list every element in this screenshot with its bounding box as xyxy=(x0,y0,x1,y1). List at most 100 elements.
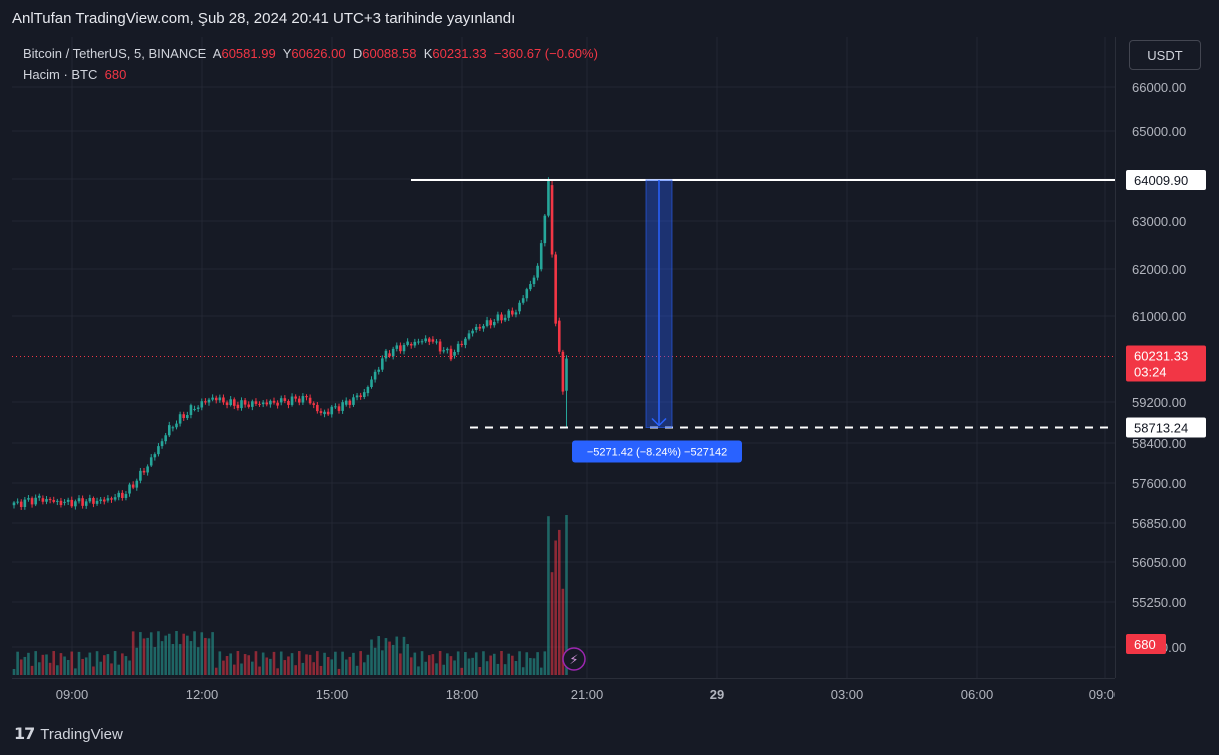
candle-body-151 xyxy=(557,320,561,352)
price-axis[interactable]: 66000.00 65000.00 63000.00 62000.00 61000.00… xyxy=(1115,37,1208,678)
volume-bar-14 xyxy=(63,656,66,675)
volume-bar-50 xyxy=(193,631,196,675)
volume-bar-104 xyxy=(388,641,391,675)
candle-body-48 xyxy=(186,414,189,419)
candle-body-58 xyxy=(222,397,225,403)
price-tick-0: 66000.00 xyxy=(1132,80,1186,95)
volume-bar-45 xyxy=(175,631,178,675)
volume-bar-142 xyxy=(525,652,529,675)
volume-bar-107 xyxy=(399,653,402,675)
volume-bar-67 xyxy=(254,651,258,675)
volume-bar-145 xyxy=(536,652,539,675)
candle-body-0 xyxy=(12,502,16,506)
low-price-marker: 58713.24 xyxy=(1134,421,1188,436)
candle-body-13 xyxy=(59,500,63,506)
open-label: A xyxy=(212,46,222,61)
volume-bar-77 xyxy=(290,653,294,675)
volume-bar-80 xyxy=(301,662,305,675)
candle-body-96 xyxy=(359,395,362,397)
candle-body-101 xyxy=(377,369,381,372)
price-axis-svg: 66000.00 65000.00 63000.00 62000.00 61000.00… xyxy=(1126,80,1206,655)
candle-body-130 xyxy=(482,325,485,329)
footer-brand[interactable]: 𝟭𝟳 TradingView xyxy=(14,724,123,744)
close-value: 60231.33 xyxy=(432,46,487,61)
time-axis[interactable]: 09:00 12:00 15:00 18:00 21:00 29 03:00 06:00 09:… xyxy=(12,678,1122,709)
candle-body-28 xyxy=(113,497,117,500)
candle-body-76 xyxy=(287,400,290,405)
candle-body-42 xyxy=(164,435,167,442)
volume-bar-13 xyxy=(59,653,63,675)
volume-bar-136 xyxy=(503,664,507,675)
price-chart[interactable]: −5271.42 (−8.24%) −527142 ⚡ xyxy=(12,37,1115,678)
candle-body-89 xyxy=(334,406,337,408)
volume-bar-52 xyxy=(200,632,204,675)
volume-bar-49 xyxy=(189,641,193,675)
volume-bar-97 xyxy=(362,662,366,675)
volume-bar-81 xyxy=(305,654,308,675)
chart-plot-area[interactable]: −5271.42 (−8.24%) −527142 ⚡ xyxy=(12,37,1115,678)
candle-body-34 xyxy=(135,480,139,488)
candle-body-119 xyxy=(442,350,446,352)
candle-body-139 xyxy=(514,312,518,315)
volume-bar-70 xyxy=(265,657,269,675)
volume-bar-51 xyxy=(196,647,200,675)
current-price-badge-bg xyxy=(1126,345,1206,382)
volume-bar-95 xyxy=(355,665,359,675)
volume-bar-114 xyxy=(424,661,427,675)
candle-body-46 xyxy=(178,414,182,424)
volume-bar-89 xyxy=(334,651,337,675)
candle-body-60 xyxy=(229,399,232,406)
volume-bar-122 xyxy=(453,660,456,675)
high-value: 60626.00 xyxy=(291,46,346,61)
candle-body-66 xyxy=(251,401,254,407)
volume-bar-105 xyxy=(391,644,395,675)
time-tick-3: 18:00 xyxy=(446,687,479,702)
candle-body-132 xyxy=(489,320,492,326)
measure-label: −5271.42 (−8.24%) −527142 xyxy=(587,447,727,459)
volume-bar-30 xyxy=(121,653,124,675)
volume-bar-117 xyxy=(435,663,438,675)
candle-body-17 xyxy=(74,501,77,507)
volume-bar-153 xyxy=(565,515,568,675)
time-axis-svg: 09:00 12:00 15:00 18:00 21:00 29 03:00 06:00 09:… xyxy=(56,687,1122,702)
volume-bar-123 xyxy=(456,651,460,675)
volume-bar-124 xyxy=(460,667,464,675)
volume-badge: 680 xyxy=(1134,637,1156,652)
candle-body-10 xyxy=(48,499,52,501)
candle-body-1 xyxy=(16,501,19,503)
volume-bar-38 xyxy=(149,632,153,675)
volume-bar-96 xyxy=(359,651,362,675)
candle-body-81 xyxy=(305,396,308,398)
volume-bar-147 xyxy=(543,651,547,675)
candle-body-62 xyxy=(236,404,240,409)
volume-bar-88 xyxy=(330,659,334,675)
volume-bar-36 xyxy=(142,638,146,675)
candle-body-5 xyxy=(30,498,34,505)
currency-button[interactable]: USDT xyxy=(1129,40,1201,70)
time-tick-7: 06:00 xyxy=(961,687,994,702)
candle-body-59 xyxy=(225,402,229,406)
volume-bar-65 xyxy=(247,655,251,675)
volume-bar-56 xyxy=(214,667,218,675)
candle-body-12 xyxy=(56,500,59,502)
candle-body-133 xyxy=(492,321,496,326)
volume-bar-112 xyxy=(417,666,420,675)
measure-label-bg xyxy=(572,440,742,463)
candle-body-127 xyxy=(471,330,474,334)
candle-body-88 xyxy=(330,406,334,415)
candle-body-43 xyxy=(167,425,171,436)
candle-body-142 xyxy=(525,289,529,299)
candle-body-47 xyxy=(182,414,186,419)
volume-bar-86 xyxy=(323,652,326,675)
candle-body-24 xyxy=(99,499,102,501)
time-tick-4: 21:00 xyxy=(571,687,604,702)
low-value: 60088.58 xyxy=(362,46,417,61)
candle-body-145 xyxy=(536,265,539,278)
volume-bar-60 xyxy=(229,653,232,675)
candle-body-146 xyxy=(539,243,543,270)
candle-body-79 xyxy=(297,398,301,403)
volume-bar-59 xyxy=(225,656,229,675)
candle-body-99 xyxy=(370,379,373,388)
candle-body-11 xyxy=(52,500,56,502)
volume-bar-108 xyxy=(402,636,406,675)
